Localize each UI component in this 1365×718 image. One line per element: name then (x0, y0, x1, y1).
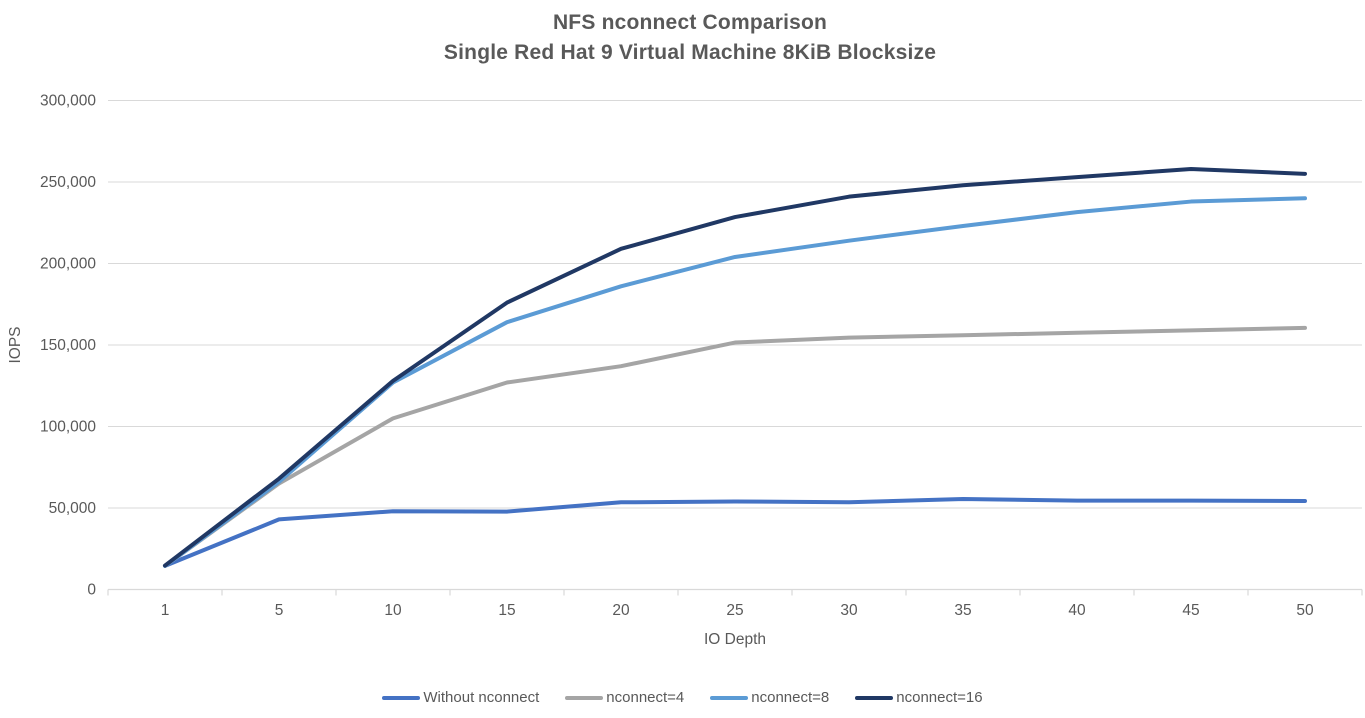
x-tick-label-10: 10 (384, 602, 402, 619)
y-tick-label-0: 0 (87, 582, 96, 599)
legend-label-nconnect-4: nconnect=4 (606, 689, 685, 706)
x-tick-label-25: 25 (726, 602, 743, 619)
series-line-nconnect-4 (163, 325, 1307, 568)
x-tick-label-50: 50 (1296, 602, 1314, 619)
x-tick-label-40: 40 (1068, 602, 1086, 619)
legend-item-nconnect-4: nconnect=4 (565, 689, 684, 706)
y-tick-label-50000: 50,000 (49, 500, 97, 517)
y-tick-label-200000: 200,000 (40, 256, 96, 273)
legend-label-nconnect-8: nconnect=8 (751, 689, 830, 706)
legend-label-without-nconnect: Without nconnect (423, 689, 540, 706)
x-tick-label-15: 15 (498, 602, 515, 619)
x-tick-label-30: 30 (840, 602, 858, 619)
legend-line-swatch-without-nconnect (382, 695, 421, 700)
x-tick-label-35: 35 (954, 602, 971, 619)
legend-item-nconnect-8: nconnect=8 (710, 689, 829, 706)
x-tick-label-45: 45 (1182, 602, 1199, 619)
legend-label-nconnect-16: nconnect=16 (896, 689, 983, 706)
legend-item-nconnect-16: nconnect=16 (855, 689, 983, 706)
legend: Without nconnect nconnect=4 nconnect=8 ncon… (0, 689, 1365, 706)
y-tick-label-300000: 300,000 (40, 93, 96, 110)
series-line-without-nconnect (163, 497, 1307, 568)
x-axis-title: IO Depth (704, 631, 766, 648)
chart-title-block: NFS nconnect Comparison Single Red Hat 9… (30, 8, 1350, 68)
y-axis-title: IOPS (7, 326, 24, 363)
x-tick-label-5: 5 (275, 602, 284, 619)
chart-subtitle: Single Red Hat 9 Virtual Machine 8KiB Bl… (443, 41, 937, 64)
legend-line-swatch-nconnect-16 (855, 695, 894, 700)
legend-line-swatch-nconnect-4 (565, 695, 604, 700)
series-line-nconnect-8 (163, 196, 1307, 568)
chart-title: NFS nconnect Comparison (552, 11, 828, 34)
y-tick-label-150000: 150,000 (40, 337, 96, 354)
x-tick-label-20: 20 (612, 602, 630, 619)
legend-line-swatch-nconnect-8 (710, 695, 749, 700)
y-tick-label-100000: 100,000 (40, 419, 96, 436)
series-line-nconnect-16 (163, 166, 1307, 568)
x-tick-label-1: 1 (161, 602, 170, 619)
y-tick-label-250000: 250,000 (40, 174, 96, 191)
legend-item-without-nconnect: Without nconnect (382, 689, 539, 706)
